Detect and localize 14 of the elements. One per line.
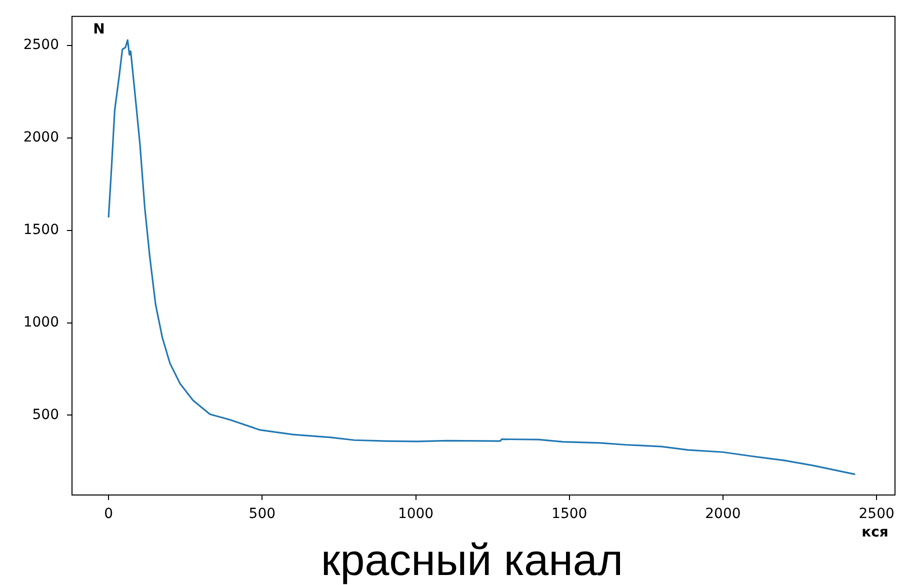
text: красный канал xyxy=(320,536,624,585)
y-tick-label: 500 xyxy=(32,406,59,423)
x-axis-title: кся xyxy=(862,524,888,541)
x-tick-label: 2500 xyxy=(858,506,894,522)
x-tick-label: 1500 xyxy=(552,506,588,522)
y-tick-label: 2500 xyxy=(23,37,59,54)
y-axis-title: N xyxy=(93,22,105,38)
y-tick-label: 1000 xyxy=(23,314,59,330)
x-tick-label: 500 xyxy=(248,506,276,522)
x-tick-label: 2000 xyxy=(705,506,741,522)
x-tick-label: 0 xyxy=(104,506,114,522)
y-tick-label: 1500 xyxy=(23,222,59,238)
x-tick-label: 1000 xyxy=(398,506,434,522)
y-tick-label: 2000 xyxy=(23,130,59,146)
